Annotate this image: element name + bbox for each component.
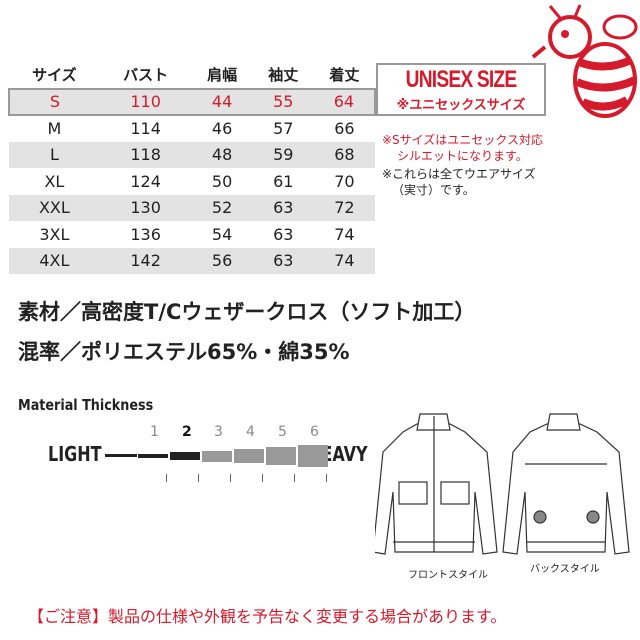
- thickness-tick: [294, 474, 295, 482]
- thickness-bar-segment: [138, 454, 168, 458]
- cell-shoulder: 52: [191, 194, 253, 221]
- note-4: （実寸）です。: [392, 183, 475, 197]
- cell-length: 64: [313, 87, 377, 116]
- table-row: 4XL 142 56 63 74: [9, 247, 375, 274]
- thickness-level-label: 5: [278, 424, 287, 440]
- cell-size: 3XL: [39, 224, 70, 244]
- cell-length: 72: [313, 194, 375, 221]
- cell-shoulder: 48: [191, 141, 253, 168]
- thickness-tick: [326, 474, 327, 482]
- note-3: ※これらは全てウエアサイズ: [382, 167, 536, 181]
- thickness-tick: [166, 474, 167, 482]
- thickness-level-label: 2: [182, 424, 192, 440]
- thickness-bar-segment: [202, 450, 232, 462]
- table-row: M 114 46 57 66: [9, 115, 375, 142]
- cell-bust: 124: [130, 171, 161, 191]
- header-bust: バスト: [123, 66, 169, 85]
- table-row: L 118 48 59 68: [9, 141, 375, 168]
- cell-length: 74: [313, 247, 375, 274]
- cell-bust: 136: [130, 224, 161, 244]
- front-style-label: フロントスタイル: [408, 570, 488, 581]
- cell-size: XXL: [9, 194, 100, 221]
- thickness-level-label: 3: [214, 424, 223, 440]
- cell-bust: 142: [99, 247, 192, 274]
- note-red-1: ※Sサイズはユニセックス対応: [382, 133, 543, 147]
- cell-length: 68: [313, 141, 375, 168]
- cell-sleeve: 55: [252, 87, 314, 116]
- cell-size: L: [9, 141, 100, 168]
- table-row: 3XL 136 54 63 74: [9, 221, 375, 248]
- cell-length: 66: [334, 119, 355, 139]
- cell-bust: 114: [130, 119, 161, 139]
- cell-sleeve: 63: [273, 224, 294, 244]
- thickness-level-label: 4: [246, 424, 255, 440]
- disclaimer-text: 【ご注意】製品の仕様や外観を予告なく変更する場合があります。: [28, 607, 507, 626]
- cell-shoulder: 54: [211, 224, 233, 244]
- cell-sleeve: 63: [252, 194, 314, 221]
- cell-size: 4XL: [9, 247, 100, 274]
- disclaimer: 【ご注意】製品の仕様や外観を予告なく変更する場合があります。: [28, 603, 506, 627]
- thickness-bar-start: [105, 454, 137, 457]
- size-table-header: サイズ バスト 肩幅 袖丈 着丈: [9, 62, 375, 89]
- table-row: XXL 130 52 63 72: [9, 194, 375, 221]
- thickness-tick: [198, 474, 199, 482]
- header-length: 着丈: [329, 66, 360, 85]
- thickness-bar-segment: [234, 448, 264, 464]
- jacket-back-icon: [502, 413, 630, 555]
- table-row: XL 124 50 61 70: [9, 168, 375, 195]
- header-size: サイズ: [32, 66, 77, 85]
- cell-size: M: [47, 119, 62, 139]
- cell-sleeve: 63: [252, 247, 314, 274]
- cell-length: 74: [334, 224, 355, 244]
- thickness-bar-segment: [266, 447, 296, 465]
- thickness-title: Material Thickness: [18, 396, 154, 414]
- header-shoulder: 肩幅: [207, 66, 238, 85]
- cell-shoulder: 46: [211, 119, 233, 139]
- thickness-bar-segment: [298, 445, 328, 467]
- thickness-tick: [230, 474, 231, 482]
- cell-length: 70: [334, 171, 355, 191]
- bee-mascot-icon: [531, 4, 638, 118]
- header-sleeve: 袖丈: [268, 66, 299, 85]
- note-red-2: シルエットになります。: [397, 149, 528, 163]
- cell-size: S: [8, 87, 100, 116]
- size-table: サイズ バスト 肩幅 袖丈 着丈 S 110 44 55 64 M 114 46 57 66 L 11…: [8, 62, 377, 274]
- jacket-front-icon: [375, 413, 498, 555]
- cell-shoulder: 50: [211, 171, 233, 191]
- light-label: LIGHT: [48, 442, 102, 466]
- unisex-title: UNISEX SIZE: [405, 66, 517, 93]
- thickness-level-label: 1: [150, 424, 159, 440]
- cell-sleeve: 61: [273, 171, 294, 191]
- cell-size: XL: [44, 171, 65, 191]
- cell-bust: 110: [99, 87, 192, 116]
- unisex-badge: UNISEX SIZE ※ユニセックスサイズ: [376, 63, 546, 116]
- thickness-tick: [262, 474, 263, 482]
- cell-shoulder: 56: [191, 247, 253, 274]
- thickness-bar-segment: [170, 452, 200, 460]
- blend-ratio-text: 混率／ポリエステル65%・綿35%: [18, 340, 350, 364]
- table-row: S 110 44 55 64: [8, 87, 377, 116]
- back-style-label: バックスタイル: [530, 564, 600, 575]
- unisex-subtitle: ※ユニセックスサイズ: [396, 98, 526, 113]
- jacket-illustrations: [375, 413, 630, 555]
- cell-sleeve: 57: [273, 119, 294, 139]
- cell-sleeve: 59: [252, 141, 314, 168]
- cell-bust: 130: [99, 194, 192, 221]
- cell-shoulder: 44: [191, 87, 253, 116]
- cell-bust: 118: [99, 141, 192, 168]
- thickness-level-label: 6: [310, 424, 319, 440]
- material-text: 素材／高密度T/Cウェザークロス（ソフト加工）: [18, 300, 476, 324]
